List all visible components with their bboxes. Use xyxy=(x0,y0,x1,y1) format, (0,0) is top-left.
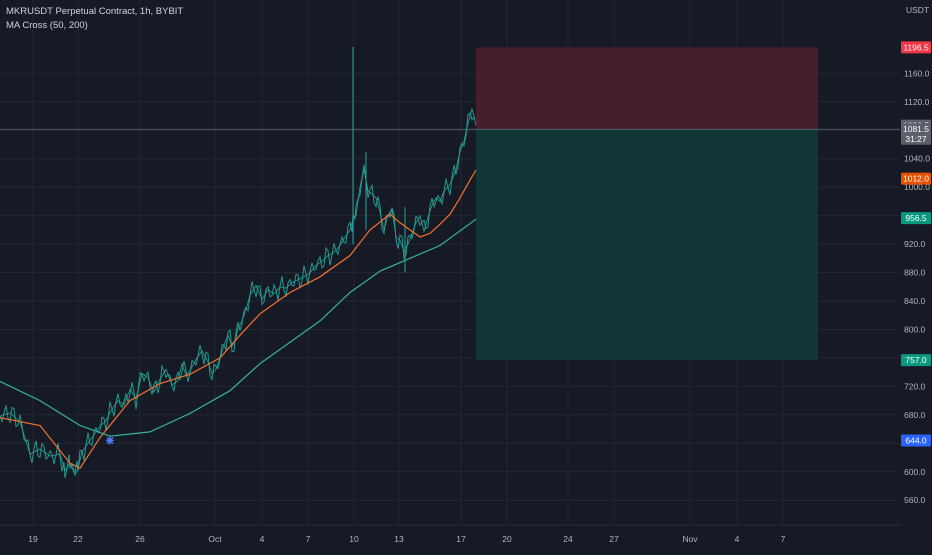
price-axis[interactable] xyxy=(900,0,932,550)
price-tag-label: 31:27 xyxy=(905,134,927,144)
x-tick-label: 13 xyxy=(394,534,404,544)
price-tag-label: 1012.0 xyxy=(903,174,929,184)
price-tag-label: 757.0 xyxy=(905,355,927,365)
x-tick-label: 4 xyxy=(260,534,265,544)
stop-loss-zone[interactable] xyxy=(476,47,818,130)
y-tick-label: 920.0 xyxy=(904,239,926,249)
ma-fast-line[interactable] xyxy=(0,169,477,469)
y-tick-label: 800.0 xyxy=(904,324,926,334)
legend-symbol-row[interactable]: MKRUSDT Perpetual Contract, 1h, BYBIT xyxy=(6,5,183,19)
y-tick-label: 840.0 xyxy=(904,296,926,306)
y-tick-label: 1120.0 xyxy=(904,97,930,107)
x-tick-label: 19 xyxy=(28,534,38,544)
price-tag-label: 1081.5 xyxy=(903,124,929,134)
y-tick-label: 600.0 xyxy=(904,467,926,477)
x-tick-label: 26 xyxy=(135,534,145,544)
take-profit-zone[interactable] xyxy=(476,129,818,361)
ma-cross-marker xyxy=(106,436,114,445)
ma-slow-line[interactable] xyxy=(0,218,477,437)
price-tag xyxy=(901,132,931,145)
symbol-title: MKRUSDT Perpetual Contract, 1h, BYBIT xyxy=(6,6,184,17)
y-tick-label: 680.0 xyxy=(904,410,926,420)
x-tick-label: 20 xyxy=(502,534,512,544)
price-tag xyxy=(901,212,931,225)
price-tag xyxy=(901,434,931,447)
price-unit-label: USDT xyxy=(906,5,930,15)
price-tag xyxy=(901,354,931,367)
legend-indicator-row[interactable]: MA Cross (50, 200) xyxy=(6,19,183,33)
price-tag xyxy=(901,123,931,136)
price-tag-label: 1196.5 xyxy=(903,42,929,52)
indicator-title: MA Cross (50, 200) xyxy=(6,20,88,31)
price-tag xyxy=(901,172,931,185)
y-tick-label: 1160.0 xyxy=(904,68,930,78)
price-tag xyxy=(901,41,931,54)
x-tick-label: Nov xyxy=(682,534,698,544)
x-tick-label: 10 xyxy=(349,534,359,544)
x-tick-label: 27 xyxy=(609,534,619,544)
chart-legend: MKRUSDT Perpetual Contract, 1h, BYBIT MA… xyxy=(6,5,183,33)
y-tick-label: 720.0 xyxy=(904,381,926,391)
y-tick-label: 1040.0 xyxy=(904,154,930,164)
x-tick-label: 4 xyxy=(735,534,740,544)
price-candles[interactable] xyxy=(0,112,475,479)
y-tick-label: 560.0 xyxy=(904,495,926,505)
x-tick-label: 17 xyxy=(456,534,466,544)
x-tick-label: 22 xyxy=(73,534,83,544)
price-tag-label: 956.5 xyxy=(905,213,927,223)
x-tick-label: Oct xyxy=(208,534,222,544)
x-tick-label: 7 xyxy=(306,534,311,544)
y-tick-label: 1000.0 xyxy=(904,182,930,192)
price-series-line xyxy=(0,107,477,477)
price-tag-label: 644.0 xyxy=(905,435,927,445)
x-tick-label: 24 xyxy=(563,534,573,544)
y-tick-label: 880.0 xyxy=(904,268,926,278)
x-tick-label: 7 xyxy=(781,534,786,544)
